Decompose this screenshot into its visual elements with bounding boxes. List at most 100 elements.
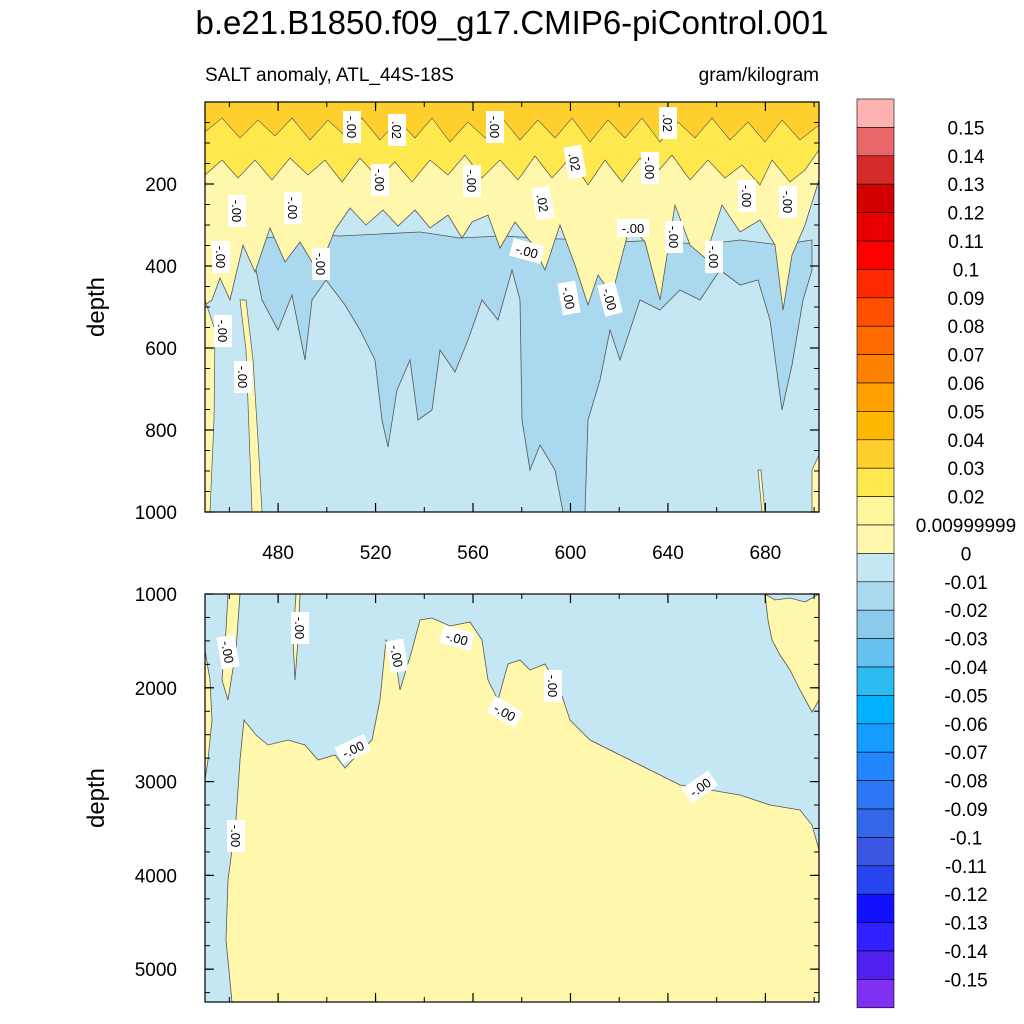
contour-label: -.00 bbox=[738, 180, 756, 212]
contour-label-box bbox=[334, 734, 372, 764]
contour-label-box bbox=[371, 164, 389, 196]
contour-label: -.00 bbox=[779, 186, 797, 218]
upper-panel-field bbox=[205, 102, 819, 512]
contour-label: -.00 bbox=[617, 219, 649, 237]
colorbar-swatch bbox=[856, 553, 895, 583]
colorbar-label: -0.07 bbox=[944, 743, 987, 764]
colorbar-swatch bbox=[856, 695, 895, 725]
contour-label-box bbox=[544, 670, 562, 702]
y-tick-label: 400 bbox=[145, 257, 177, 278]
contour-label-text: -.00 bbox=[780, 191, 795, 213]
colorbar-label: -0.08 bbox=[944, 772, 987, 793]
contour-label-box bbox=[388, 114, 406, 146]
colorbar-label: -0.13 bbox=[944, 914, 987, 935]
colorbar-swatch bbox=[856, 638, 895, 668]
contour-label-box bbox=[617, 219, 649, 237]
contour-label-box bbox=[343, 111, 361, 143]
x-tick-label: 640 bbox=[652, 543, 684, 564]
colorbar-label: -0.04 bbox=[944, 658, 988, 679]
contour-label-text: -.00 bbox=[213, 246, 228, 268]
colorbar-swatch bbox=[856, 581, 895, 611]
lower-right-region bbox=[764, 594, 819, 713]
colorbar-swatch bbox=[856, 496, 895, 526]
colorbar-label: -0.12 bbox=[944, 885, 987, 906]
colorbar-label: 0.09 bbox=[948, 289, 985, 310]
colorbar-swatch bbox=[856, 354, 895, 384]
colorbar-swatch bbox=[856, 922, 895, 952]
contour-label-text: -.00 bbox=[444, 628, 470, 648]
y-tick-label: 4000 bbox=[135, 866, 177, 887]
subtitle-right: gram/kilogram bbox=[699, 65, 819, 86]
colorbar-swatch bbox=[856, 609, 895, 639]
colorbar-label: -0.1 bbox=[950, 828, 983, 849]
colorbar-swatch bbox=[856, 98, 895, 128]
contour-label-box bbox=[227, 820, 245, 852]
colorbar-swatch bbox=[856, 950, 895, 980]
contour-label-text: -.00 bbox=[666, 226, 681, 248]
contour-label-text: -.00 bbox=[228, 825, 243, 847]
axes: 200 400 600 800 1000 1000 2000 3000 4000 5000 480 5… bbox=[135, 101, 819, 1002]
contour-label: -.00 bbox=[705, 241, 723, 273]
contour-label: -.00 bbox=[463, 165, 481, 197]
colorbar-label: 0 bbox=[961, 544, 972, 565]
contour-label-box bbox=[597, 281, 623, 317]
colorbar-label: 0.15 bbox=[948, 118, 985, 139]
colorbar-swatch bbox=[856, 382, 895, 412]
y-tick-label: 2000 bbox=[135, 679, 177, 700]
contour-label-text: -.00 bbox=[545, 675, 560, 697]
contour-label-box bbox=[486, 696, 524, 728]
contour-label-box bbox=[509, 238, 545, 264]
contour-label-box bbox=[531, 185, 555, 221]
contour-label: -.00 bbox=[216, 634, 240, 670]
colorbar: 0.15 0.14 0.13 0.12 0.11 0.1 0.09 0.08 0.07 0.06 0… bbox=[856, 98, 1016, 1009]
colorbar-label: 0.11 bbox=[948, 232, 984, 253]
contour-label-text: -.00 bbox=[622, 221, 644, 236]
colorbar-label: 0.02 bbox=[948, 488, 985, 509]
contour-label-text: .02 bbox=[534, 193, 552, 213]
x-tick-label: 680 bbox=[750, 543, 782, 564]
contour-label: -.00 bbox=[371, 164, 389, 196]
contour-label-box bbox=[486, 111, 504, 143]
contour-label-text: -.00 bbox=[387, 644, 406, 669]
y-tick-label: 1000 bbox=[135, 585, 177, 606]
contour-label: .02 bbox=[531, 185, 555, 221]
contour-label: .02 bbox=[563, 144, 587, 180]
contour-label-text: -.00 bbox=[559, 286, 578, 311]
colorbar-swatch bbox=[856, 780, 895, 810]
y-tick-label: 200 bbox=[145, 175, 177, 196]
upper-left-streak bbox=[205, 299, 216, 512]
contour-label-box bbox=[212, 241, 230, 273]
colorbar-label: -0.11 bbox=[945, 857, 987, 878]
colorbar-label: 0.1 bbox=[953, 260, 979, 281]
y-tick-label: 3000 bbox=[135, 773, 177, 794]
subtitle-left: SALT anomaly, ATL_44S-18S bbox=[205, 65, 454, 86]
contour-label-text: .02 bbox=[389, 121, 404, 139]
contour-label-box bbox=[738, 180, 756, 212]
colorbar-swatch bbox=[856, 467, 895, 497]
contour-label-box bbox=[681, 770, 719, 804]
contour-label: -.00 bbox=[597, 281, 623, 317]
colorbar-label: -0.06 bbox=[944, 715, 987, 736]
contour-label: -.00 bbox=[665, 221, 683, 253]
contour-label-box bbox=[463, 165, 481, 197]
colorbar-label: -0.03 bbox=[944, 630, 987, 651]
colorbar-swatch bbox=[856, 325, 895, 355]
contour-label: .02 bbox=[388, 114, 406, 146]
colorbar-swatch bbox=[856, 183, 895, 213]
contour-label-box bbox=[228, 195, 246, 227]
contour-labels: -.00 .02 -.00 .02 -.00 .02 -.00 .02 -.00 -.00 -.00… bbox=[212, 107, 797, 852]
contour-label: -.00 bbox=[557, 280, 581, 316]
y-tick-label: 5000 bbox=[135, 960, 177, 981]
contour-label-box bbox=[665, 221, 683, 253]
contour-label-text: -.00 bbox=[218, 640, 237, 665]
colorbar-label: 0.13 bbox=[948, 175, 985, 196]
colorbar-label: 0.03 bbox=[948, 459, 985, 480]
contour-label-box bbox=[557, 280, 581, 316]
contour-label-text: -.00 bbox=[739, 185, 754, 207]
colorbar-swatch bbox=[856, 155, 895, 185]
contour-label: -.00 bbox=[439, 625, 475, 651]
colorbar-swatch bbox=[856, 893, 895, 923]
contour-label-text: -.00 bbox=[229, 200, 244, 222]
colorbar-label: 0.12 bbox=[948, 204, 985, 225]
